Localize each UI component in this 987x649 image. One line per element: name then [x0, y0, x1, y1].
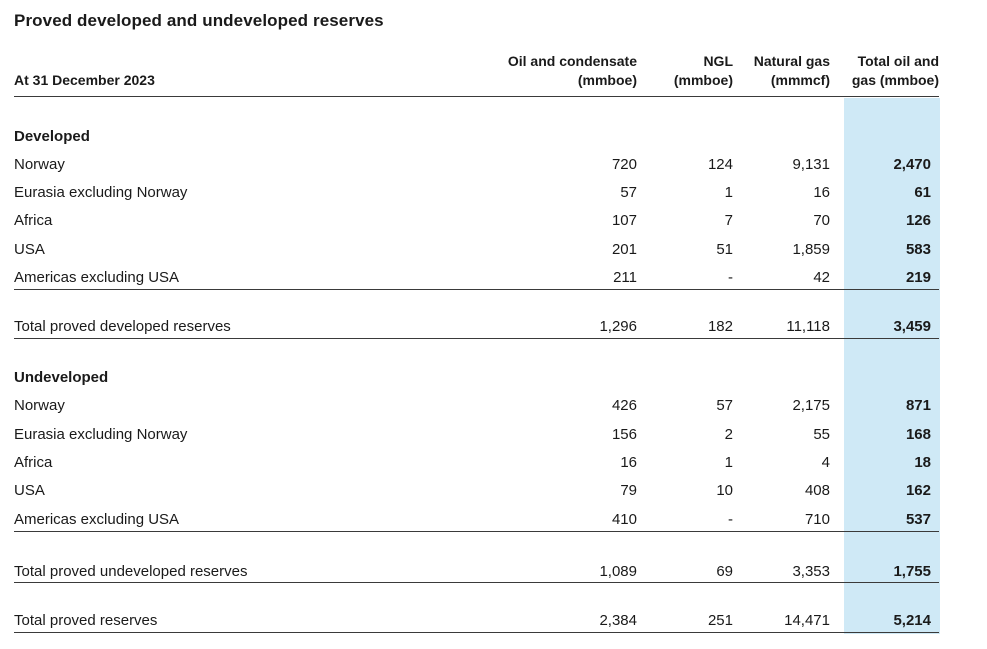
row-label: USA: [14, 482, 45, 499]
total-value: 126: [905, 212, 931, 229]
oil-value: 16: [620, 454, 637, 471]
grand-total-rule: [14, 632, 939, 633]
row-label: Eurasia excluding Norway: [14, 426, 188, 443]
col-header-oil: Oil and condensate (mmboe): [507, 53, 637, 88]
oil-value: 2,384: [599, 612, 637, 629]
ngl-value: -: [728, 511, 733, 528]
total-value: 871: [905, 397, 931, 414]
ngl-value: 124: [707, 156, 733, 173]
ngl-value: 7: [724, 212, 733, 229]
ngl-value: 1: [724, 184, 733, 201]
total-value: 583: [905, 241, 931, 258]
gas-value: 55: [813, 426, 830, 443]
table-title: Proved developed and undeveloped reserve…: [14, 11, 384, 30]
oil-value: 410: [611, 511, 637, 528]
total-value: 1,755: [893, 563, 931, 580]
gas-value: 1,859: [792, 241, 830, 258]
total-value: 5,214: [893, 612, 931, 629]
ngl-value: 51: [716, 241, 733, 258]
row-label: Americas excluding USA: [14, 511, 180, 528]
gas-value: 11,118: [786, 318, 830, 335]
gas-value: 710: [804, 511, 830, 528]
oil-value: 720: [611, 156, 637, 173]
row-label: Norway: [14, 156, 65, 173]
oil-value: 1,296: [599, 318, 637, 335]
ngl-value: 2: [724, 426, 733, 443]
developed-total-rule: [14, 338, 939, 339]
oil-value: 57: [620, 184, 637, 201]
undeveloped-total-rule: [14, 582, 939, 583]
total-value: 162: [905, 482, 931, 499]
row-label: Total proved developed reserves: [14, 318, 231, 335]
gas-value: 4: [821, 454, 830, 471]
row-label: Total proved reserves: [14, 612, 158, 629]
developed-rule: [14, 289, 939, 290]
table-row: Norway 426 57 2,175 871: [0, 395, 987, 417]
ngl-value: 10: [716, 482, 733, 499]
total-value: 18: [914, 454, 931, 471]
col-header-gas: Natural gas (mmmcf): [753, 53, 830, 88]
subtotal-row-undeveloped: Total proved undeveloped reserves 1,089 …: [0, 561, 987, 583]
table-row: Eurasia excluding Norway 156 2 55 168: [0, 424, 987, 446]
section-heading-developed: Developed: [14, 128, 90, 145]
oil-value: 211: [613, 269, 637, 286]
total-value: 168: [905, 426, 931, 443]
gas-value: 2,175: [792, 397, 830, 414]
ngl-value: 251: [707, 612, 733, 629]
total-value: 2,470: [893, 156, 931, 173]
table-row: Africa 107 7 70 126: [0, 210, 987, 232]
oil-value: 156: [611, 426, 637, 443]
row-label: Total proved undeveloped reserves: [14, 563, 248, 580]
col-header-ngl: NGL (mmboe): [673, 53, 733, 88]
table-row: USA 79 10 408 162: [0, 480, 987, 502]
table-row: Americas excluding USA 410 - 710 537: [0, 509, 987, 531]
row-label: Africa: [14, 454, 53, 471]
gas-value: 3,353: [792, 563, 830, 580]
total-column-highlight: [844, 98, 940, 634]
total-value: 61: [914, 184, 931, 201]
subtotal-row-developed: Total proved developed reserves 1,296 18…: [0, 316, 987, 338]
oil-value: 426: [611, 397, 637, 414]
row-label: Americas excluding USA: [14, 269, 180, 286]
gas-value: 42: [813, 269, 830, 286]
row-label: USA: [14, 241, 45, 258]
ngl-value: -: [728, 269, 733, 286]
total-value: 3,459: [893, 318, 931, 335]
section-heading-undeveloped: Undeveloped: [14, 369, 109, 386]
gas-value: 16: [813, 184, 830, 201]
oil-value: 1,089: [599, 563, 637, 580]
oil-value: 201: [611, 241, 637, 258]
date-header: At 31 December 2023: [14, 72, 155, 88]
row-label: Norway: [14, 397, 65, 414]
undeveloped-rule: [14, 531, 939, 532]
col-header-total: Total oil and gas (mmboe): [851, 53, 939, 88]
gas-value: 70: [813, 212, 830, 229]
row-label: Africa: [14, 212, 53, 229]
table-row: Africa 16 1 4 18: [0, 452, 987, 474]
header-rule: [14, 96, 939, 97]
ngl-value: 1: [724, 454, 733, 471]
table-row: Americas excluding USA 211 - 42 219: [0, 267, 987, 289]
grand-total-row: Total proved reserves 2,384 251 14,471 5…: [0, 610, 987, 632]
table-row: Norway 720 124 9,131 2,470: [0, 154, 987, 176]
oil-value: 107: [611, 212, 637, 229]
oil-value: 79: [620, 482, 637, 499]
ngl-value: 69: [716, 563, 733, 580]
table-row: USA 201 51 1,859 583: [0, 239, 987, 261]
ngl-value: 182: [707, 318, 733, 335]
table-row: Eurasia excluding Norway 57 1 16 61: [0, 182, 987, 204]
total-value: 219: [905, 269, 931, 286]
gas-value: 9,131: [792, 156, 830, 173]
ngl-value: 57: [716, 397, 733, 414]
row-label: Eurasia excluding Norway: [14, 184, 188, 201]
gas-value: 14,471: [784, 612, 830, 629]
total-value: 537: [905, 511, 931, 528]
gas-value: 408: [804, 482, 830, 499]
